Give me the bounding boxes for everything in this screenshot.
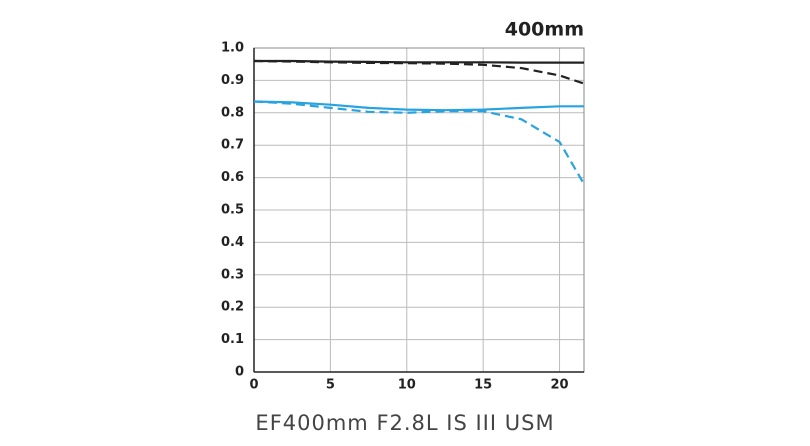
- x-tick-label: 15: [474, 378, 492, 393]
- y-tick-label: 0.6: [221, 170, 244, 185]
- y-tick-label: 0.9: [221, 73, 244, 88]
- y-tick-label: 0.4: [221, 235, 244, 250]
- line-series: [253, 59, 585, 85]
- y-tick-label: 0: [235, 365, 244, 380]
- y-tick-label: 0.2: [221, 300, 244, 315]
- chart-title: 400mm: [505, 19, 584, 41]
- y-tick-label: 1.0: [221, 41, 244, 56]
- y-tick-label: 0.7: [221, 138, 244, 153]
- x-tick-label: 10: [398, 378, 416, 393]
- y-tick-label: 0.8: [221, 105, 244, 120]
- line-series: [253, 100, 585, 185]
- y-tick-label: 0.3: [221, 267, 244, 282]
- x-tick-label: 0: [249, 378, 258, 393]
- line-series: [253, 100, 584, 112]
- y-tick-label: 0.1: [221, 332, 244, 347]
- y-tick-label: 0.5: [221, 203, 244, 218]
- x-tick-label: 20: [551, 378, 569, 393]
- caption: EF400mm F2.8L IS III USM: [255, 411, 554, 435]
- x-tick-label: 5: [326, 378, 335, 393]
